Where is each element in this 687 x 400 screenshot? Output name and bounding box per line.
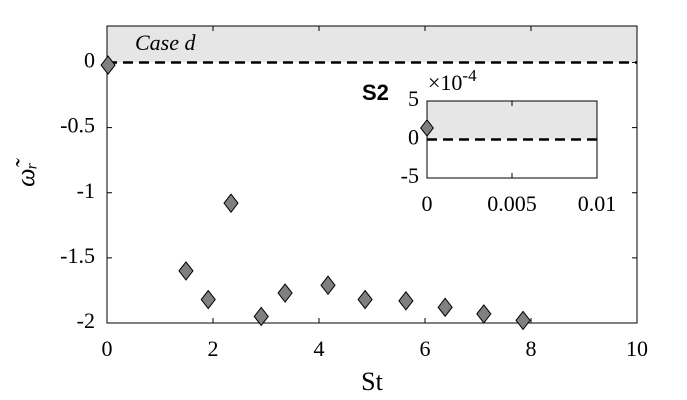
data-point <box>357 289 373 310</box>
data-point <box>200 289 216 310</box>
data-point <box>420 119 434 137</box>
x-tick-label: 0 <box>422 191 433 216</box>
data-point <box>178 261 194 281</box>
data-point <box>277 283 293 303</box>
y-tick-label: -2 <box>77 308 95 333</box>
y-scale-power: -4 <box>462 66 477 85</box>
data-point <box>437 297 453 318</box>
y-axis-label: ω̃ᵣ <box>11 158 40 187</box>
axes-frame <box>106 25 638 324</box>
data-point <box>253 306 269 327</box>
data-point <box>320 275 336 296</box>
y-tick-label: -0.5 <box>60 113 95 138</box>
shaded-region <box>427 101 597 140</box>
data-point <box>100 55 116 75</box>
data-point <box>398 291 414 311</box>
y-scale-base: ×10 <box>428 70 462 95</box>
y-tick-label: 0 <box>408 125 419 150</box>
annotation: Case d <box>135 30 197 55</box>
x-tick-label: 2 <box>208 336 219 361</box>
shaded-region <box>107 26 637 63</box>
y-tick-label: 5 <box>408 86 419 111</box>
x-tick-label: 0 <box>102 336 113 361</box>
x-tick-label: 4 <box>314 336 325 361</box>
x-tick-label: 0.005 <box>487 191 537 216</box>
annotation: S2 <box>362 80 389 105</box>
y-scale-label: ×10-4 <box>428 66 477 95</box>
x-tick-label: 6 <box>420 336 431 361</box>
x-tick-label: 8 <box>526 336 537 361</box>
x-tick-label: 10 <box>626 336 648 361</box>
x-axis-label: St <box>361 367 383 396</box>
data-point <box>223 193 239 213</box>
y-tick-label: -1 <box>77 178 95 203</box>
y-tick-label: -1.5 <box>60 243 95 268</box>
x-tick-label: 0.01 <box>578 191 617 216</box>
y-tick-label: -5 <box>401 163 419 188</box>
data-point <box>515 310 531 331</box>
y-tick-label: 0 <box>84 48 95 73</box>
data-point <box>476 304 492 324</box>
